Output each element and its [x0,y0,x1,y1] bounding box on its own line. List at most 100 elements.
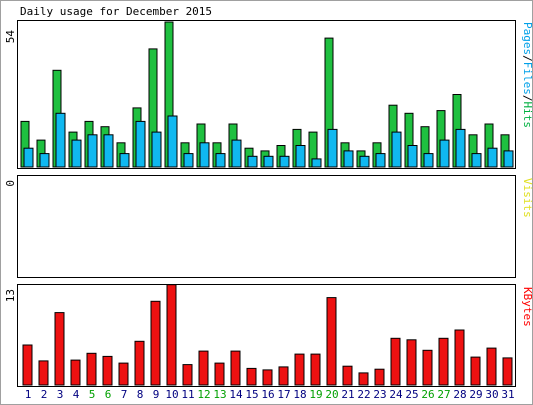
visits-panel-border [17,175,516,278]
kbytes-bar-day-17 [278,366,289,386]
kbytes-bar-day-16 [262,369,273,386]
kbytes-bar-day-31 [502,357,513,386]
day-label-25: 25 [405,388,418,401]
kbytes-bar-day-21 [342,365,353,386]
pages-bar-day-3 [55,112,66,168]
day-label-11: 11 [181,388,194,401]
visits-legend: Visits [521,178,533,218]
day-label-19: 19 [309,388,322,401]
kbytes-bar-day-14 [230,350,241,386]
kbytes-bar-day-4 [70,359,81,386]
day-label-12: 12 [197,388,210,401]
day-label-9: 9 [153,388,160,401]
pages-bar-day-19 [311,158,322,168]
day-label-30: 30 [485,388,498,401]
legend-part-4: Hits [521,102,533,129]
day-label-4: 4 [73,388,80,401]
day-label-5: 5 [89,388,96,401]
pages-bar-day-10 [167,115,178,168]
kbytes-bar-day-27 [438,337,449,386]
kbytes-bar-day-28 [454,329,465,386]
pages-bar-day-2 [39,153,50,168]
kbytes-bar-day-19 [310,353,321,386]
kbytes-bar-day-8 [134,340,145,386]
pages-bar-day-11 [183,153,194,168]
hits-pages-bars [20,21,514,168]
pages-bar-day-30 [487,147,498,168]
kbytes-bar-day-13 [214,362,225,386]
hits-pages-panel-border [17,20,516,169]
kbytes-bar-day-11 [182,364,193,386]
legend-part-0: Pages [521,22,533,55]
day-label-1: 1 [25,388,32,401]
visits-scale-label: 0 [4,180,17,187]
pages-bar-day-26 [423,153,434,168]
kbytes-bar-day-3 [54,312,65,386]
day-label-29: 29 [469,388,482,401]
day-label-17: 17 [277,388,290,401]
day-label-2: 2 [41,388,48,401]
day-label-31: 31 [501,388,514,401]
pages-bar-day-8 [135,120,146,168]
pages-bar-day-9 [151,131,162,168]
day-label-7: 7 [121,388,128,401]
pages-bar-day-24 [391,131,402,168]
pages-bar-day-4 [71,139,82,168]
kbytes-bar-day-12 [198,350,209,386]
day-label-23: 23 [373,388,386,401]
day-label-8: 8 [137,388,144,401]
pages-bar-day-17 [279,155,290,168]
kbytes-bar-day-2 [38,360,49,386]
pages-bar-day-31 [503,150,514,168]
day-label-10: 10 [165,388,178,401]
visits-panel: 0 Visits [4,175,533,278]
day-label-28: 28 [453,388,466,401]
day-label-24: 24 [389,388,403,401]
hits-pages-panel: 54 Pages/Files/Hits [4,20,533,169]
kbytes-panel-border [17,284,516,387]
kbytes-bar-day-22 [358,372,369,386]
day-label-26: 26 [421,388,434,401]
kbytes-bar-day-29 [470,356,481,386]
pages-bar-day-22 [359,155,370,168]
pages-bar-day-16 [263,155,274,168]
day-labels: 1 2 3 4 5 6 7 8 9 10 11 12 13 14 15 16 17 18 19 20 21 22 23 24 2… [25,388,515,401]
legend-part-0: Visits [521,178,533,218]
pages-bar-day-18 [295,145,306,168]
kbytes-bar-day-30 [486,347,497,386]
pages-bar-day-1 [23,147,34,168]
kbytes-bars [22,284,513,386]
kbytes-bar-day-18 [294,353,305,386]
chart-title: Daily usage for December 2015 [20,5,212,18]
pages-bar-day-29 [471,153,482,168]
pages-bar-day-7 [119,153,130,168]
day-label-20: 20 [325,388,338,401]
pages-bar-day-6 [103,134,114,168]
day-label-27: 27 [437,388,450,401]
day-label-16: 16 [261,388,274,401]
kbytes-bar-day-23 [374,368,385,386]
kbytes-bar-day-15 [246,367,257,386]
kbytes-bar-day-5 [86,352,97,386]
pages-bar-day-23 [375,153,386,168]
hits-pages-scale-label: 54 [4,30,17,44]
legend-part-3: / [521,95,533,102]
legend-part-2: Files [521,62,533,95]
pages-bar-day-28 [455,128,466,168]
kbytes-bar-day-25 [406,339,417,386]
kbytes-bar-day-10 [166,284,177,386]
legend-part-0: KBytes [521,287,533,327]
pages-bar-day-25 [407,145,418,168]
day-label-13: 13 [213,388,226,401]
pages-bar-day-21 [343,150,354,168]
day-label-14: 14 [229,388,243,401]
legend-part-1: / [521,55,533,62]
pages-bar-day-12 [199,142,210,168]
kbytes-bar-day-9 [150,300,161,386]
kbytes-bar-day-7 [118,362,129,386]
kbytes-bar-day-20 [326,297,337,386]
day-label-6: 6 [105,388,112,401]
hits-pages-legend: Pages/Files/Hits [521,22,533,128]
